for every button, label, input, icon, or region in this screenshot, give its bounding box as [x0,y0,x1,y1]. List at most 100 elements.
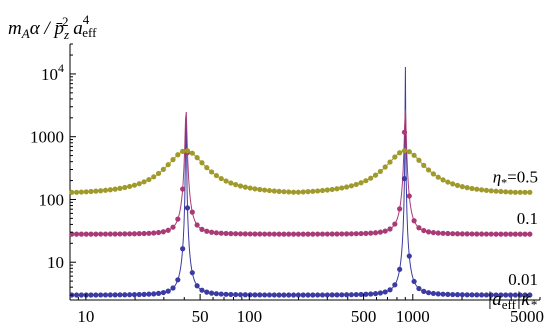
data-point [213,291,220,297]
data-point [315,231,321,237]
data-point [180,246,186,252]
data-point [474,292,480,298]
data-point [522,292,528,298]
data-point [257,292,263,298]
data-point [286,292,292,298]
data-point [310,231,316,237]
data-point [454,292,461,298]
data-point [228,180,234,186]
data-point [208,290,215,296]
svg-text:|aeff|κ*: |aeff|κ* [487,289,537,312]
data-point [93,231,99,237]
data-point [411,152,417,158]
data-point [425,290,432,296]
data-point [155,170,162,177]
data-point [281,231,287,237]
data-point [194,155,200,161]
x-axis-title: |aeff|κ* [487,289,537,312]
data-point [189,209,195,215]
data-point [136,291,142,298]
data-point [107,187,113,193]
data-point [117,231,123,237]
data-point [344,231,350,237]
data-point [170,157,176,163]
data-point [488,188,494,194]
data-point [73,292,80,298]
data-point [310,292,316,298]
data-point [344,184,350,190]
data-point [377,290,383,296]
data-point [170,224,176,230]
data-point [464,231,470,237]
data-point [184,205,191,211]
data-point [131,231,138,237]
data-point [98,231,104,237]
x-tick-label: 10 [77,307,94,326]
data-point [397,150,403,156]
data-point [387,287,393,293]
data-point [368,291,374,297]
data-point [527,292,533,298]
data-point [339,292,345,298]
data-point [469,231,475,237]
data-point [290,231,297,237]
data-point [170,285,176,291]
data-point [454,182,461,188]
data-point [199,226,205,232]
x-tick-label: 50 [192,307,209,326]
data-point [324,187,330,193]
data-point [363,178,369,184]
data-point [372,291,379,297]
data-point [459,184,465,190]
data-point [425,229,432,235]
data-point [435,230,441,236]
data-point [199,287,205,293]
data-point [160,229,166,235]
data-point [406,193,412,199]
plot-frame [69,44,540,301]
data-point [377,168,383,175]
data-point [334,186,340,192]
data-point [363,230,369,236]
data-point [78,231,84,237]
data-point [469,292,475,298]
data-point [522,231,528,237]
data-point [503,292,509,298]
data-point [459,231,465,237]
data-point [122,292,128,298]
axis-ticks: 10 50 100 500 1000 5000 10 100 1000 104 [30,43,544,326]
data-point [242,184,248,190]
data-point [107,231,113,237]
data-point [329,231,335,237]
data-point [175,152,181,158]
data-point [368,230,374,236]
data-point [445,230,451,237]
data-point [406,253,412,259]
data-point [146,230,152,236]
data-point [507,292,514,298]
data-point [445,291,451,297]
data-point [493,188,499,194]
data-point [127,183,133,190]
data-point [271,188,277,194]
data-point [358,180,364,186]
data-point [295,189,301,195]
data-point [266,292,273,298]
data-point [218,291,224,297]
data-point [507,189,514,195]
data-point [165,288,171,294]
data-point [372,172,379,178]
data-point [242,231,248,237]
data-point [247,231,253,237]
data-point [160,166,166,173]
data-point [329,186,335,193]
data-point [353,231,359,237]
x-tick-label: 5000 [510,307,544,326]
data-point [223,178,229,184]
data-point [281,292,287,298]
data-point [78,189,84,195]
data-point [450,231,456,237]
data-point [146,176,152,183]
data-point [401,129,408,135]
data-point [127,292,133,298]
